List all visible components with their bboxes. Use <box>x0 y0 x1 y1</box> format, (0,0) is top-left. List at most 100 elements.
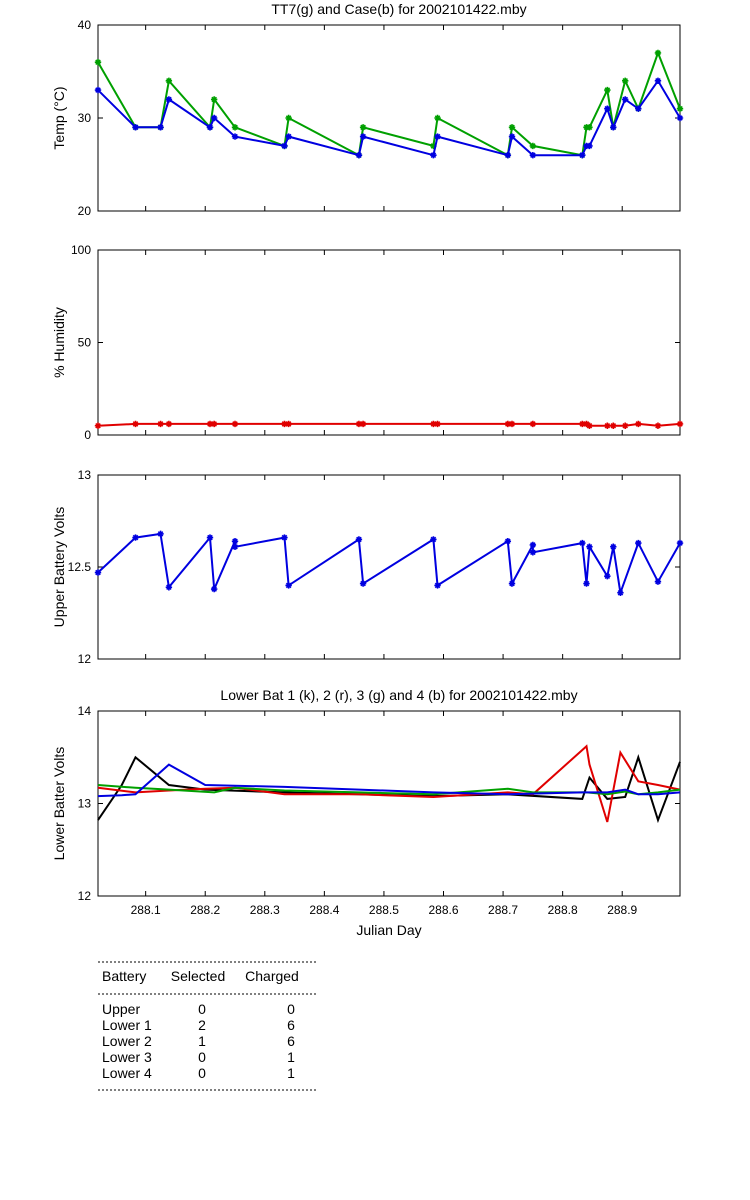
table-cell: 6 <box>287 1033 295 1049</box>
x-tick-label: 288.1 <box>131 903 161 917</box>
y-tick-label: 13 <box>78 468 92 482</box>
data-point-marker <box>604 422 611 429</box>
chart-panel-2 <box>94 249 684 436</box>
data-point-marker <box>529 152 537 159</box>
data-point-marker <box>635 105 642 112</box>
series-line-1 <box>97 532 681 594</box>
data-point-marker <box>231 420 239 428</box>
data-point-marker <box>434 114 441 122</box>
data-point-marker <box>529 142 537 150</box>
data-point-marker <box>586 422 593 429</box>
y-tick-label: 13 <box>78 797 92 811</box>
data-point-marker <box>635 420 642 428</box>
data-point-marker <box>132 420 139 428</box>
data-point-marker <box>281 534 288 541</box>
x-tick-label: 288.8 <box>548 903 578 917</box>
data-point-marker <box>621 77 629 84</box>
series-line-1 <box>97 422 681 427</box>
table-header: Selected <box>170 968 226 984</box>
data-point-marker <box>165 96 173 103</box>
data-point-marker <box>586 124 593 131</box>
data-point-marker <box>610 422 617 429</box>
y-tick-label: 20 <box>78 204 92 218</box>
data-point-marker <box>231 124 239 131</box>
x-tick-label: 288.7 <box>488 903 518 917</box>
data-point-marker <box>165 77 173 84</box>
chart-title: TT7(g) and Case(b) for 2002101422.mby <box>271 1 526 17</box>
data-point-marker <box>355 536 363 543</box>
data-point-marker <box>359 580 367 587</box>
data-point-marker <box>281 142 288 150</box>
data-point-marker <box>285 420 292 428</box>
data-point-marker <box>508 420 516 428</box>
data-point-marker <box>94 569 102 576</box>
data-point-marker <box>430 142 437 150</box>
data-point-marker <box>508 124 516 131</box>
table-header: Charged <box>245 968 299 984</box>
data-point-marker <box>579 152 586 159</box>
data-point-marker <box>359 420 367 428</box>
data-point-marker <box>434 133 441 140</box>
data-point-marker <box>610 124 617 131</box>
x-tick-label: 288.9 <box>607 903 637 917</box>
table-cell: Lower 4 <box>102 1065 152 1081</box>
table-cell: 0 <box>198 1065 206 1081</box>
table-cell: 0 <box>198 1001 206 1017</box>
data-point-marker <box>529 549 537 556</box>
data-point-marker <box>529 541 537 549</box>
data-point-marker <box>94 422 102 429</box>
table-cell: Lower 3 <box>102 1049 152 1065</box>
data-point-marker <box>508 133 516 140</box>
plot-frame <box>97 249 681 436</box>
data-point-marker <box>604 573 611 580</box>
data-point-marker <box>165 584 173 591</box>
series-line-2 <box>97 744 681 823</box>
data-point-marker <box>434 582 441 589</box>
data-point-marker <box>430 152 437 159</box>
data-point-marker <box>165 420 173 428</box>
y-axis-label: Temp (°C) <box>51 86 67 149</box>
data-point-marker <box>94 86 102 94</box>
y-tick-label: 0 <box>84 428 91 442</box>
chart-panel-1 <box>94 24 684 212</box>
data-point-marker <box>359 133 367 140</box>
data-point-marker <box>654 49 662 57</box>
data-point-marker <box>210 96 218 103</box>
data-point-marker <box>504 420 512 428</box>
y-tick-label: 12 <box>78 652 92 666</box>
y-tick-label: 12.5 <box>68 560 92 574</box>
y-tick-label: 12 <box>78 889 92 903</box>
data-point-marker <box>676 114 684 122</box>
data-point-marker <box>157 530 164 538</box>
data-point-marker <box>132 124 139 131</box>
data-point-marker <box>132 534 139 541</box>
data-point-marker <box>586 142 593 150</box>
table-cell: 1 <box>198 1033 206 1049</box>
data-point-marker <box>586 543 593 550</box>
data-point-marker <box>676 539 684 547</box>
data-point-marker <box>504 538 512 545</box>
y-tick-label: 40 <box>78 18 92 32</box>
data-point-marker <box>617 589 624 596</box>
y-tick-label: 50 <box>78 336 92 350</box>
data-point-marker <box>206 124 214 131</box>
data-point-marker <box>676 420 684 428</box>
table-cell: 2 <box>198 1017 206 1033</box>
data-point-marker <box>635 539 642 547</box>
data-point-marker <box>604 105 611 112</box>
y-axis-label: Upper Battery Volts <box>51 507 67 628</box>
data-point-marker <box>206 534 214 541</box>
table-cell: Lower 1 <box>102 1017 152 1033</box>
x-axis-label: Julian Day <box>356 922 421 938</box>
chart-panel-3 <box>94 474 684 660</box>
y-tick-label: 30 <box>78 111 92 125</box>
x-tick-label: 288.3 <box>250 903 280 917</box>
data-point-marker <box>654 578 662 585</box>
data-point-marker <box>355 420 363 428</box>
data-point-marker <box>508 580 516 587</box>
plot-frame <box>97 24 681 212</box>
chart-panel-4 <box>97 710 681 897</box>
data-point-marker <box>654 77 662 84</box>
table-cell: 0 <box>287 1001 295 1017</box>
data-point-marker <box>281 420 288 428</box>
